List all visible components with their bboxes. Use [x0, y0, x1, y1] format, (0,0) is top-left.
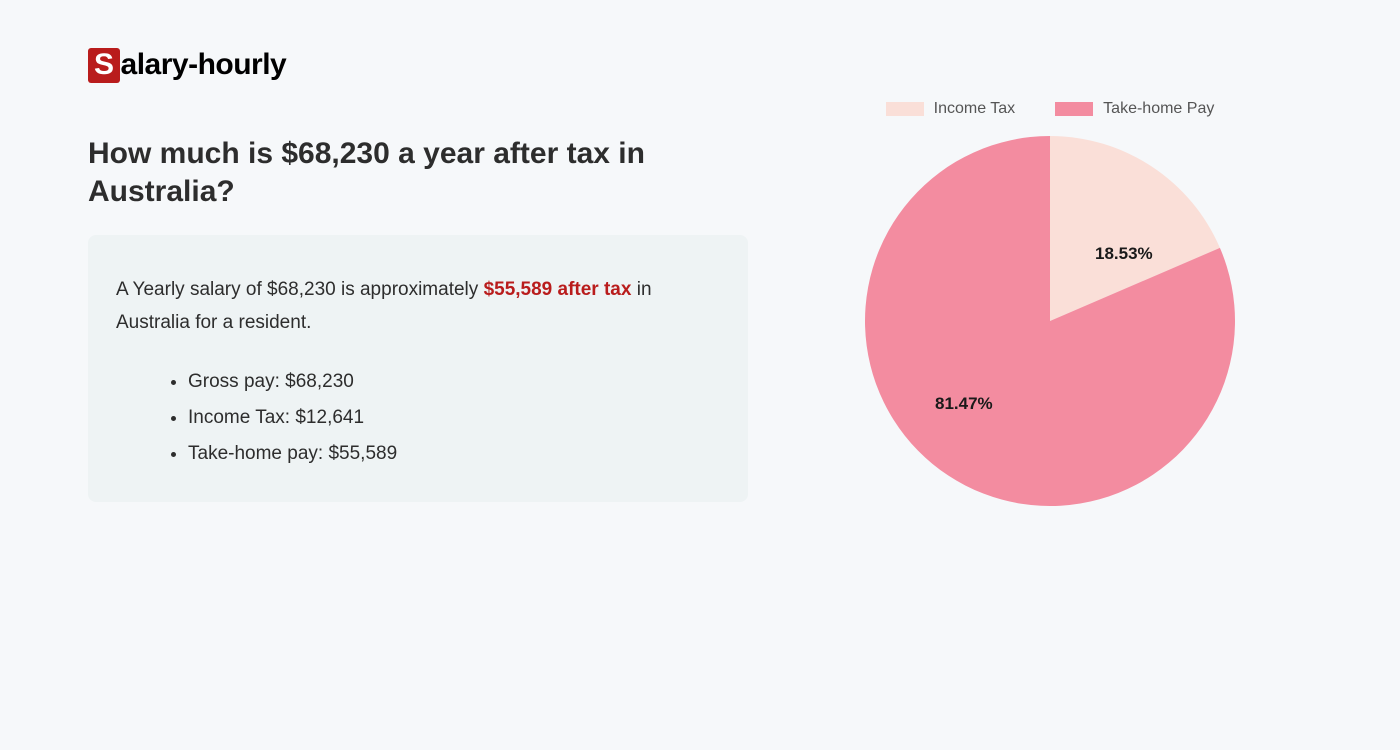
pie-svg: [865, 136, 1235, 506]
list-item: Take-home pay: $55,589: [188, 436, 720, 472]
summary-box: A Yearly salary of $68,230 is approximat…: [88, 235, 748, 502]
pie-label-take-home: 81.47%: [935, 394, 993, 414]
pie-chart-area: Income Tax Take-home Pay 18.53% 81.47%: [820, 100, 1280, 506]
logo-initial: S: [88, 48, 120, 83]
list-item: Income Tax: $12,641: [188, 400, 720, 436]
logo-rest: alary-hourly: [121, 48, 287, 82]
page-title: How much is $68,230 a year after tax in …: [88, 135, 748, 210]
summary-text-part1: A Yearly salary of $68,230 is approximat…: [116, 279, 484, 300]
summary-text: A Yearly salary of $68,230 is approximat…: [116, 273, 720, 340]
pie-chart: 18.53% 81.47%: [865, 136, 1235, 506]
legend-item-income-tax: Income Tax: [886, 100, 1016, 118]
pie-label-income-tax: 18.53%: [1095, 244, 1153, 264]
legend-swatch-income-tax: [886, 102, 924, 116]
legend-item-take-home: Take-home Pay: [1055, 100, 1214, 118]
summary-list: Gross pay: $68,230 Income Tax: $12,641 T…: [116, 364, 720, 472]
legend-label: Income Tax: [934, 100, 1016, 118]
legend-label: Take-home Pay: [1103, 100, 1214, 118]
chart-legend: Income Tax Take-home Pay: [820, 100, 1280, 118]
list-item: Gross pay: $68,230: [188, 364, 720, 400]
site-logo: Salary-hourly: [88, 48, 286, 83]
legend-swatch-take-home: [1055, 102, 1093, 116]
summary-highlight: $55,589 after tax: [484, 279, 632, 300]
